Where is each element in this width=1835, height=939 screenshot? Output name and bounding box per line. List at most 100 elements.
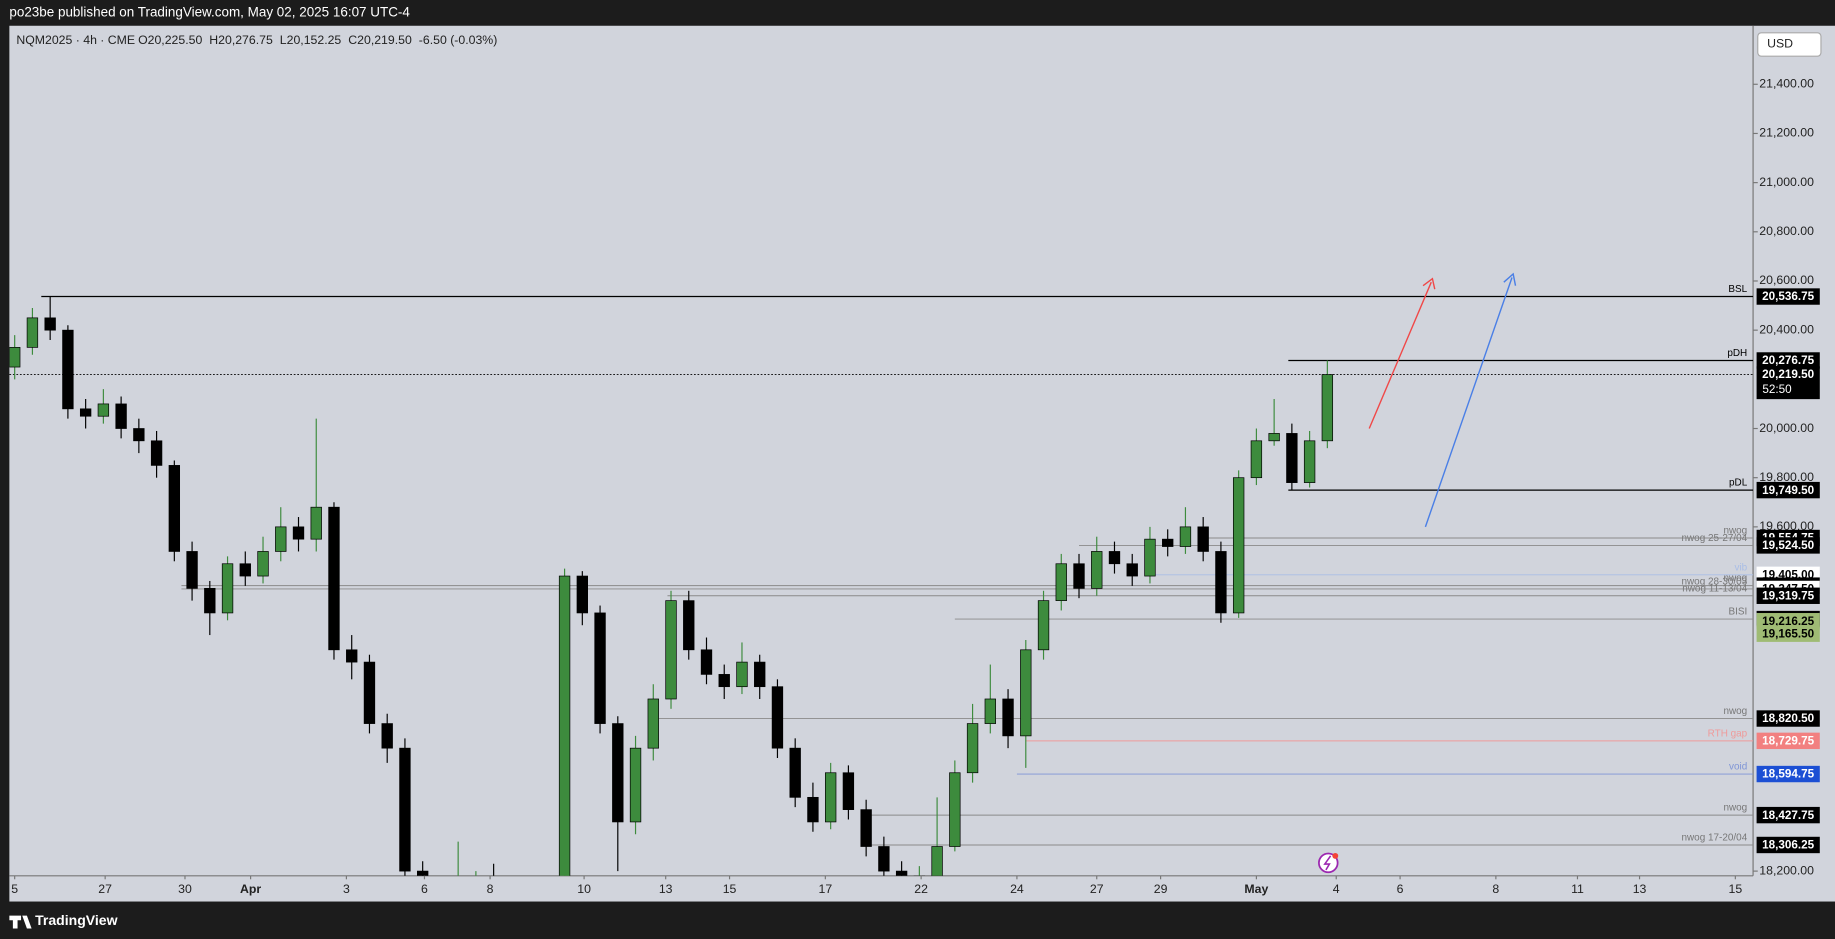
candle-body [1197, 526, 1209, 552]
level-price-tag-box [1756, 765, 1820, 783]
candle-body [700, 649, 713, 675]
level-price-tag-box [1756, 732, 1820, 750]
candle-body [842, 772, 855, 810]
candle-body [399, 747, 411, 872]
candle-body [949, 772, 961, 847]
level-price-tag: 18,820.50 [1762, 712, 1814, 725]
candle-body [984, 698, 996, 724]
level-label: nwog 17-20/04 [1681, 833, 1747, 844]
level-label: nwog [1723, 803, 1747, 814]
candle-body [62, 329, 74, 410]
x-tick-label: 3 [343, 882, 350, 896]
level-label: nwog [1723, 526, 1747, 537]
y-tick-label: 20,400.00 [1759, 322, 1814, 336]
y-tick-label: 19,600.00 [1759, 519, 1814, 533]
candle-body [97, 403, 110, 417]
ohlc-value: L20,152.25 [280, 33, 342, 47]
candle-body [275, 526, 287, 552]
candle-body [824, 772, 837, 823]
candle-body [1091, 551, 1103, 589]
level-label: BSL [1728, 284, 1747, 295]
x-tick-label: 22 [914, 882, 928, 896]
candle-body [789, 747, 801, 798]
candle-body [44, 317, 56, 331]
y-tick-label: 19,800.00 [1759, 470, 1814, 484]
event-icon[interactable] [1318, 852, 1339, 874]
candle-body [417, 870, 429, 876]
level-price-tag-box [1756, 288, 1820, 305]
candle-body [1037, 600, 1050, 651]
level-price-tag-box [1756, 613, 1820, 630]
candle-body [736, 661, 748, 688]
candles [9, 296, 1334, 876]
level-price-tag-box [1756, 352, 1820, 369]
candle-body [878, 846, 890, 872]
candle-body [718, 674, 730, 688]
publisher-header: po23be published on TradingView.com, May… [9, 4, 410, 19]
candle-body [115, 403, 127, 429]
x-tick-label: 10 [577, 882, 591, 896]
level-price-tag: 19,165.50 [1762, 627, 1814, 640]
level-price-tag: 18,306.25 [1762, 839, 1814, 852]
x-tick-label: 11 [1571, 882, 1584, 896]
y-tick-label: 18,200.00 [1759, 863, 1814, 877]
candle-body [1162, 538, 1174, 547]
event-icon-bolt [1323, 855, 1332, 871]
x-tick-label: 5 [11, 882, 18, 896]
candle-body [966, 723, 979, 774]
current-price-box [1756, 366, 1820, 400]
level-price-tag: 20,276.75 [1762, 354, 1814, 367]
event-icon-dot [1332, 852, 1339, 859]
x-tick-label: 15 [723, 882, 737, 896]
candle-body [594, 612, 606, 724]
candle-body [26, 317, 39, 348]
candle-body [1126, 563, 1138, 577]
bar-countdown: 52:50 [1762, 383, 1792, 396]
candle-body [239, 563, 251, 577]
level-label: pDL [1729, 478, 1748, 489]
level-label: pDH [1727, 348, 1747, 359]
candle-body [629, 747, 642, 823]
level-price-tag-box [1756, 710, 1820, 727]
level-label: nwog 11-13/04 [1682, 583, 1747, 594]
candle-body [1303, 440, 1316, 483]
level-price-tag: 19,319.75 [1762, 589, 1814, 602]
candle-body [895, 870, 908, 876]
candle-body [665, 600, 677, 700]
arrow-head-blue [1503, 272, 1517, 286]
level-price-tag: 19,216.25 [1762, 615, 1814, 628]
candle-body [257, 551, 269, 577]
level-label: vib [1735, 562, 1748, 573]
x-tick-label: 8 [1492, 882, 1499, 896]
ohlc-value: H20,276.75 [209, 33, 273, 47]
y-tick-label: 21,200.00 [1759, 126, 1814, 140]
currency-label[interactable]: USD [1767, 37, 1793, 51]
candle-body [1268, 433, 1280, 442]
level-label: BISI [1728, 607, 1747, 618]
x-tick-label: 6 [1397, 882, 1404, 896]
axes: 18,200.00 19,600.00 19,800.00 20,000.00 20,4… [11, 77, 1814, 897]
level-price-tag-box [1756, 836, 1820, 854]
candle-body [612, 723, 624, 823]
candle-body [328, 506, 340, 651]
projection-arrow-red [1368, 281, 1432, 429]
symbol-title: NQM2025 · 4h · CME [16, 33, 135, 47]
level-price-tag-box [1756, 625, 1820, 642]
current-price-label: 20,219.50 [1762, 368, 1814, 381]
candle-body [1002, 698, 1014, 737]
level-label: nwog [1723, 706, 1747, 717]
currency-button[interactable] [1757, 32, 1822, 57]
level-price-tag: 19,524.50 [1762, 539, 1814, 552]
level-label: void [1729, 762, 1747, 773]
x-tick-label: 17 [819, 882, 833, 896]
level-price-tag: 18,594.75 [1762, 768, 1814, 781]
level-price-tag: 18,729.75 [1762, 735, 1814, 748]
ohlc-value: C20,219.50 [348, 33, 412, 47]
candle-body [771, 686, 784, 749]
footer-brand: TradingView [35, 912, 117, 928]
x-tick-label: 29 [1154, 882, 1168, 896]
x-tick-label: 8 [487, 882, 494, 896]
x-tick-label: 27 [98, 882, 112, 896]
candle-body [754, 661, 766, 688]
